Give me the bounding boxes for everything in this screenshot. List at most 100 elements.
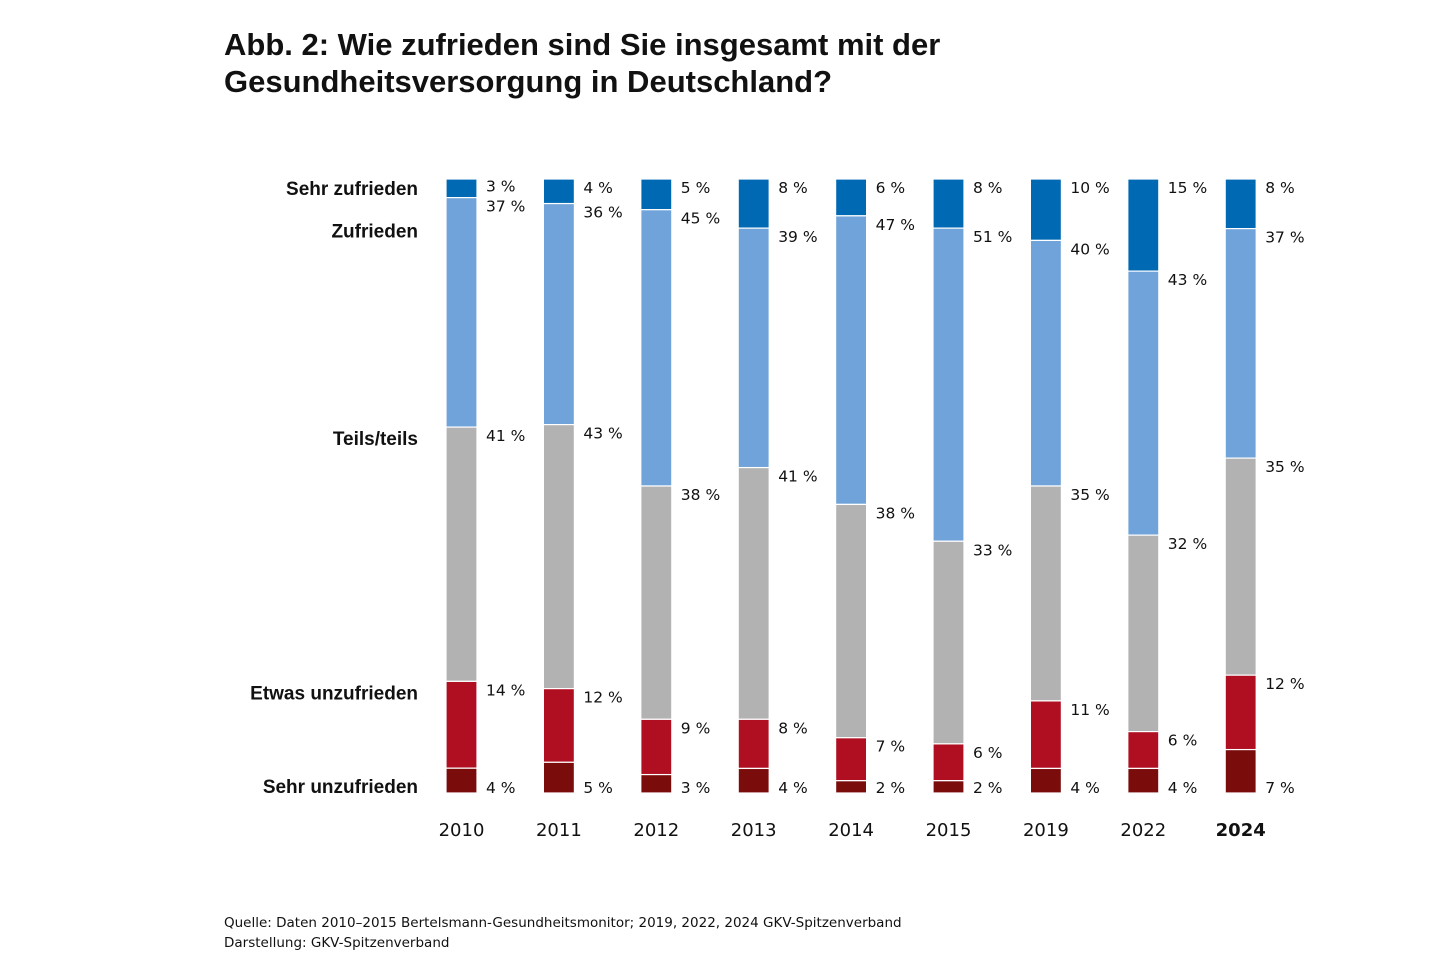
- bar-segment-2022-sehr-unzufrieden: [1127, 767, 1160, 794]
- bar-segment-2012-sehr-zufrieden: [640, 178, 673, 211]
- category-label-2014: 2014: [828, 820, 874, 841]
- category-label-2024: 2024: [1216, 820, 1266, 841]
- value-label-2015-zufrieden: 51 %: [973, 228, 1012, 246]
- value-label-2022-teils-teils: 32 %: [1168, 535, 1207, 553]
- value-label-2013-etwas-unzufrieden: 8 %: [778, 719, 808, 737]
- value-label-2012-sehr-unzufrieden: 3 %: [681, 779, 711, 797]
- value-label-2012-sehr-zufrieden: 5 %: [681, 179, 711, 197]
- bar-segment-2011-etwas-unzufrieden: [542, 688, 576, 763]
- bar-segment-2010-teils-teils: [445, 426, 478, 682]
- value-label-2014-zufrieden: 47 %: [876, 216, 915, 234]
- value-label-2015-sehr-zufrieden: 8 %: [973, 179, 1003, 197]
- value-label-2010-etwas-unzufrieden: 14 %: [486, 681, 525, 699]
- bar-segment-2022-teils-teils: [1127, 534, 1160, 733]
- chart-title: Abb. 2: Wie zufrieden sind Sie insgesamt…: [224, 26, 1224, 100]
- bar-segment-2019-sehr-unzufrieden: [1029, 767, 1063, 794]
- value-label-2015-sehr-unzufrieden: 2 %: [973, 779, 1003, 797]
- bar-segment-2015-zufrieden: [932, 227, 965, 542]
- source-line-1: Quelle: Daten 2010–2015 Bertelsmann-Gesu…: [224, 915, 902, 931]
- bar-segment-2011-sehr-zufrieden: [542, 178, 576, 205]
- bar-segment-2024-etwas-unzufrieden: [1224, 674, 1257, 751]
- bar-segment-2015-sehr-unzufrieden: [932, 780, 965, 794]
- value-label-2019-zufrieden: 40 %: [1070, 240, 1109, 258]
- category-label-2010: 2010: [439, 820, 485, 841]
- value-label-2013-sehr-zufrieden: 8 %: [778, 179, 808, 197]
- bar-segment-2012-sehr-unzufrieden: [640, 773, 673, 794]
- value-label-2011-sehr-zufrieden: 4 %: [583, 179, 613, 197]
- category-label-2022: 2022: [1120, 820, 1166, 841]
- category-label-2012: 2012: [633, 820, 679, 841]
- bar-segment-2014-sehr-unzufrieden: [834, 780, 868, 794]
- value-label-2019-etwas-unzufrieden: 11 %: [1070, 701, 1109, 719]
- value-label-2012-zufrieden: 45 %: [681, 210, 720, 228]
- bar-segment-2013-zufrieden: [737, 227, 770, 469]
- value-label-2012-teils-teils: 38 %: [681, 486, 720, 504]
- value-label-2013-teils-teils: 41 %: [778, 468, 817, 486]
- value-label-2022-etwas-unzufrieden: 6 %: [1168, 732, 1198, 750]
- value-label-2015-etwas-unzufrieden: 6 %: [973, 744, 1003, 762]
- category-label-2019: 2019: [1023, 820, 1069, 841]
- value-label-2013-sehr-unzufrieden: 4 %: [778, 779, 808, 797]
- source-line-2: Darstellung: GKV-Spitzenverband: [224, 935, 450, 951]
- bar-segment-2013-etwas-unzufrieden: [737, 718, 770, 770]
- bar-segment-2019-sehr-zufrieden: [1029, 178, 1063, 242]
- category-label-2015: 2015: [926, 820, 972, 841]
- chart-title-line-1: Abb. 2: Wie zufrieden sind Sie insgesamt…: [224, 27, 941, 62]
- value-label-2019-teils-teils: 35 %: [1070, 486, 1109, 504]
- bar-segment-2012-teils-teils: [640, 485, 673, 720]
- bar-segment-2014-zufrieden: [834, 215, 868, 506]
- value-label-2024-sehr-unzufrieden: 7 %: [1265, 779, 1295, 797]
- value-label-2010-teils-teils: 41 %: [486, 427, 525, 445]
- value-label-2012-etwas-unzufrieden: 9 %: [681, 719, 711, 737]
- bar-segment-2011-zufrieden: [542, 202, 576, 426]
- legend-label-etwas-unzufrieden: Etwas unzufrieden: [250, 683, 418, 704]
- bar-segment-2015-teils-teils: [932, 540, 965, 745]
- bar-segment-2024-zufrieden: [1224, 228, 1257, 459]
- value-label-2013-zufrieden: 39 %: [778, 228, 817, 246]
- value-label-2011-etwas-unzufrieden: 12 %: [583, 689, 622, 707]
- bar-segment-2015-etwas-unzufrieden: [932, 743, 965, 782]
- bar-segment-2014-etwas-unzufrieden: [834, 737, 868, 782]
- value-label-2014-sehr-zufrieden: 6 %: [876, 179, 906, 197]
- bar-segment-2010-sehr-zufrieden: [445, 178, 478, 199]
- value-label-2014-sehr-unzufrieden: 2 %: [876, 779, 906, 797]
- value-label-2014-teils-teils: 38 %: [876, 504, 915, 522]
- bar-segment-2012-etwas-unzufrieden: [640, 718, 673, 776]
- category-label-2013: 2013: [731, 820, 777, 841]
- value-label-2010-sehr-unzufrieden: 4 %: [486, 779, 516, 797]
- value-label-2011-zufrieden: 36 %: [583, 204, 622, 222]
- chart-title-line-2: Gesundheitsversorgung in Deutschland?: [224, 64, 833, 99]
- source-note: Quelle: Daten 2010–2015 Bertelsmann-Gesu…: [224, 913, 902, 953]
- value-label-2024-sehr-zufrieden: 8 %: [1265, 179, 1295, 197]
- bar-segment-2022-sehr-zufrieden: [1127, 178, 1160, 272]
- bar-segment-2010-zufrieden: [445, 197, 478, 428]
- bar-segment-2024-teils-teils: [1224, 457, 1257, 676]
- bar-segment-2013-teils-teils: [737, 466, 770, 720]
- value-label-2019-sehr-zufrieden: 10 %: [1070, 179, 1109, 197]
- value-label-2024-teils-teils: 35 %: [1265, 458, 1304, 476]
- value-label-2024-etwas-unzufrieden: 12 %: [1265, 675, 1304, 693]
- bar-segment-2013-sehr-unzufrieden: [737, 767, 770, 794]
- bar-segment-2014-teils-teils: [834, 503, 868, 739]
- legend-label-teils-teils: Teils/teils: [333, 429, 418, 450]
- value-label-2022-zufrieden: 43 %: [1168, 271, 1207, 289]
- bar-segment-2012-zufrieden: [640, 209, 673, 487]
- bar-segment-2022-zufrieden: [1127, 270, 1160, 536]
- bar-segment-2024-sehr-zufrieden: [1224, 178, 1257, 230]
- value-label-2022-sehr-unzufrieden: 4 %: [1168, 779, 1198, 797]
- bar-segment-2011-sehr-unzufrieden: [542, 761, 576, 794]
- value-label-2014-etwas-unzufrieden: 7 %: [876, 738, 906, 756]
- bar-segment-2010-sehr-unzufrieden: [445, 767, 478, 794]
- legend-label-zufrieden: Zufrieden: [331, 222, 418, 243]
- bar-segment-2019-teils-teils: [1029, 485, 1063, 702]
- bar-segment-2013-sehr-zufrieden: [737, 178, 770, 229]
- value-label-2010-zufrieden: 37 %: [486, 198, 525, 216]
- bar-segment-2010-etwas-unzufrieden: [445, 680, 478, 769]
- value-label-2019-sehr-unzufrieden: 4 %: [1070, 779, 1100, 797]
- value-label-2011-teils-teils: 43 %: [583, 425, 622, 443]
- value-label-2011-sehr-unzufrieden: 5 %: [583, 779, 613, 797]
- bar-segment-2022-etwas-unzufrieden: [1127, 730, 1160, 770]
- value-label-2010-sehr-zufrieden: 3 %: [486, 178, 516, 196]
- value-label-2015-teils-teils: 33 %: [973, 541, 1012, 559]
